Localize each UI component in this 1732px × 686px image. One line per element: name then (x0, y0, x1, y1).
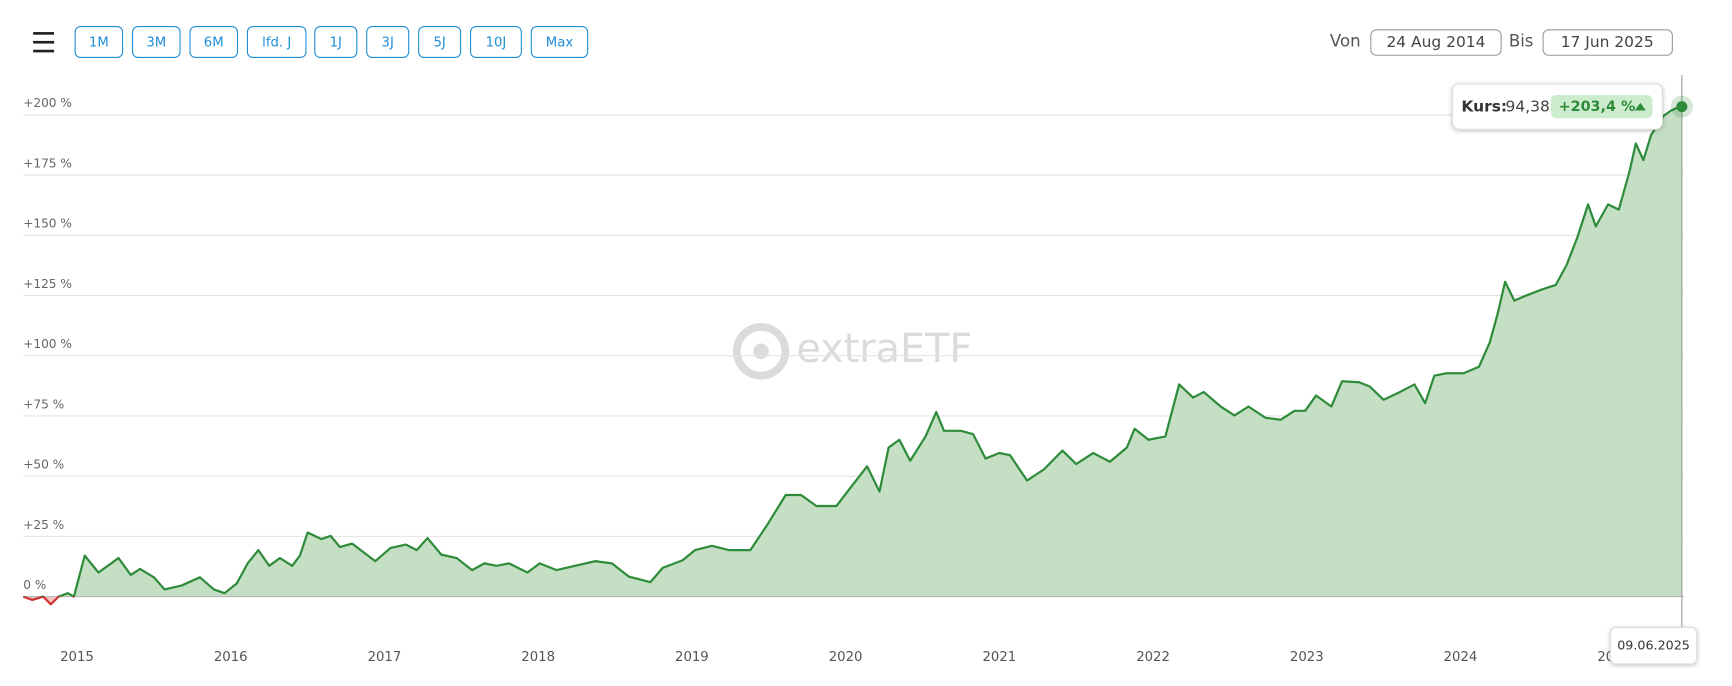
hover-point (1676, 101, 1688, 113)
y-tick-label: +200 % (23, 96, 72, 110)
y-tick-label: 0 % (23, 578, 46, 592)
y-tick-label: +75 % (23, 397, 64, 411)
area (23, 106, 1682, 605)
y-tick-label: +50 % (23, 458, 64, 472)
watermark-text: extraETF (796, 326, 972, 372)
range-button-label[interactable]: 5J (433, 36, 445, 51)
y-tick-label: +25 % (23, 518, 64, 532)
range-button-label[interactable]: 1M (89, 36, 109, 51)
tooltip-price: 94,38 (1506, 98, 1550, 116)
range-button-label[interactable]: 3M (146, 36, 166, 51)
y-tick-label: +150 % (23, 217, 72, 231)
x-tick-label: 2019 (675, 650, 709, 665)
x-tick-label: 2020 (829, 650, 863, 665)
x-tick-label: 2024 (1444, 650, 1478, 665)
to-input[interactable] (1542, 29, 1673, 56)
tooltip-change: +203,4 % (1559, 99, 1636, 115)
range-button[interactable] (366, 25, 410, 59)
change-badge (1550, 95, 1653, 119)
line (22, 105, 1683, 606)
date-box (1609, 626, 1698, 665)
range-button[interactable] (131, 25, 181, 59)
y-tick-label: +175 % (23, 156, 72, 170)
tooltip: Kurs:94,38 +203,4 % 09.06.2025 (1451, 83, 1698, 665)
range-button[interactable] (530, 25, 589, 59)
watermark-logo (732, 323, 790, 380)
watermark-logo-dot (753, 343, 769, 360)
from-date: 24 Aug 2014 (1386, 33, 1485, 51)
y-tick-label: +125 % (23, 277, 72, 291)
tooltip-label: Kurs: (1461, 98, 1507, 116)
range-button-label[interactable]: 1J (330, 36, 342, 51)
range-button[interactable] (246, 25, 307, 59)
up-arrow (1634, 102, 1646, 111)
range-button-label[interactable]: 3J (382, 36, 394, 51)
range-buttons: 1M 3M 6M lfd. J 1J 3J 5J 10J Max (74, 25, 589, 59)
x-tick-label: 2017 (368, 650, 402, 665)
menu-icon[interactable] (33, 32, 55, 53)
watermark: extraETF (732, 323, 972, 380)
range-button[interactable] (418, 25, 462, 59)
from-input[interactable] (1370, 29, 1502, 56)
x-tick-label: 2016 (214, 650, 248, 665)
range-button-label[interactable]: 6M (204, 36, 224, 51)
range-button[interactable] (189, 25, 239, 59)
x-tick-label: 2022 (1136, 650, 1170, 665)
y-tick-label: +100 % (23, 337, 72, 351)
x-tick-label: 2015 (60, 650, 94, 665)
range-button-label[interactable]: 10J (486, 36, 507, 51)
to-label: Bis (1509, 31, 1534, 50)
from-label: Von (1330, 31, 1361, 50)
x-tick-label: 2021 (982, 650, 1016, 665)
range-button-label[interactable]: lfd. J (262, 36, 291, 51)
to-date: 17 Jun 2025 (1561, 33, 1654, 51)
range-button[interactable] (314, 25, 358, 59)
chart: extraETF 0 % +25 % +50 % +75 % +100 % +125 % +1… (22, 75, 1698, 665)
x-tick-label: 2018 (521, 650, 555, 665)
range-button-label[interactable]: Max (546, 36, 574, 51)
range-button[interactable] (74, 25, 124, 59)
range-button[interactable] (470, 25, 522, 59)
tooltip-date: 09.06.2025 (1617, 638, 1690, 653)
x-tick-label: 2023 (1290, 650, 1324, 665)
